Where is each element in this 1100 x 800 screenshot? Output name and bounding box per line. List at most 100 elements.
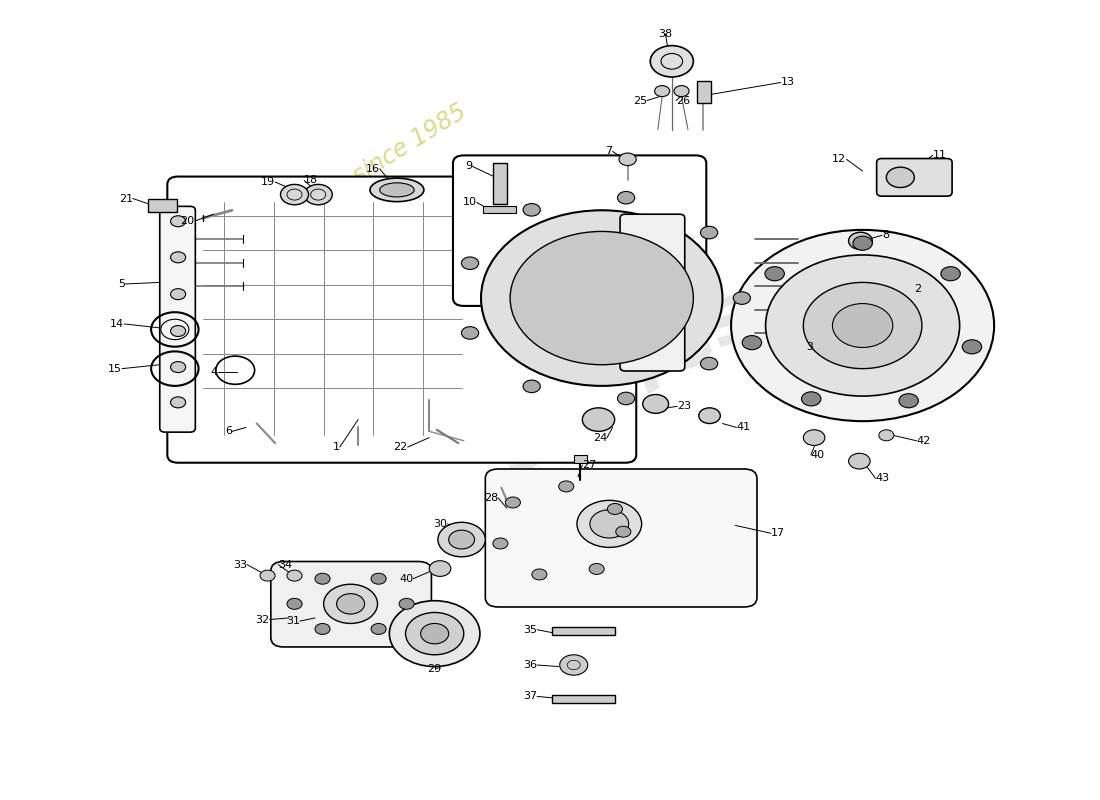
Ellipse shape	[370, 178, 424, 202]
Text: 10: 10	[463, 198, 476, 207]
Circle shape	[764, 266, 784, 281]
Text: 41: 41	[737, 422, 750, 433]
Circle shape	[260, 570, 275, 581]
Circle shape	[962, 340, 981, 354]
Text: 37: 37	[522, 691, 537, 702]
Text: 33: 33	[233, 560, 248, 570]
Circle shape	[650, 46, 693, 77]
Circle shape	[510, 231, 693, 365]
Bar	[552, 627, 615, 635]
Circle shape	[170, 397, 186, 408]
Text: 25: 25	[632, 95, 647, 106]
Circle shape	[315, 574, 330, 584]
Circle shape	[619, 153, 636, 166]
Circle shape	[337, 594, 364, 614]
Text: 27: 27	[582, 460, 596, 470]
Circle shape	[848, 232, 872, 250]
Circle shape	[742, 335, 761, 350]
Text: 31: 31	[286, 616, 300, 626]
Circle shape	[305, 184, 332, 205]
Text: 40: 40	[811, 450, 825, 460]
Circle shape	[833, 303, 893, 347]
Text: 15: 15	[108, 364, 122, 374]
Text: 4: 4	[211, 366, 218, 377]
Text: 17: 17	[771, 528, 785, 538]
Text: 22: 22	[394, 442, 408, 452]
Circle shape	[170, 326, 186, 337]
Circle shape	[852, 236, 872, 250]
Circle shape	[323, 584, 377, 623]
Circle shape	[766, 255, 959, 396]
Text: 20: 20	[180, 216, 195, 226]
Bar	[483, 206, 516, 214]
Text: 38: 38	[658, 29, 672, 39]
Circle shape	[578, 500, 641, 547]
Circle shape	[371, 574, 386, 584]
Bar	[493, 163, 507, 204]
Text: euro: euro	[240, 228, 472, 415]
Text: 29: 29	[428, 664, 442, 674]
Text: 40: 40	[399, 574, 414, 584]
Circle shape	[582, 408, 615, 431]
Text: 42: 42	[916, 436, 931, 446]
Bar	[696, 81, 711, 103]
Circle shape	[674, 86, 689, 97]
Text: 3: 3	[806, 342, 814, 352]
Circle shape	[429, 561, 451, 576]
Circle shape	[449, 530, 474, 549]
Circle shape	[406, 613, 464, 655]
Circle shape	[170, 252, 186, 263]
Circle shape	[590, 563, 604, 574]
FancyBboxPatch shape	[877, 158, 953, 196]
Text: 16: 16	[365, 164, 380, 174]
Text: 8: 8	[882, 230, 889, 240]
Circle shape	[399, 598, 415, 610]
Circle shape	[481, 210, 723, 386]
Text: 11: 11	[933, 150, 947, 160]
Circle shape	[493, 538, 508, 549]
Text: 5: 5	[119, 279, 125, 289]
Circle shape	[315, 623, 330, 634]
FancyBboxPatch shape	[160, 206, 196, 432]
Circle shape	[505, 497, 520, 508]
Circle shape	[287, 570, 303, 581]
Text: 21: 21	[119, 194, 133, 203]
Text: 2: 2	[914, 284, 922, 294]
Circle shape	[698, 408, 720, 423]
Circle shape	[560, 654, 587, 675]
Text: 18: 18	[305, 175, 318, 186]
Text: 12: 12	[833, 154, 847, 164]
Circle shape	[280, 184, 308, 205]
Circle shape	[371, 623, 386, 634]
Circle shape	[524, 203, 540, 216]
Text: Spares: Spares	[483, 276, 768, 492]
Circle shape	[879, 430, 894, 441]
Bar	[574, 455, 586, 462]
Text: 26: 26	[676, 95, 691, 106]
Circle shape	[590, 510, 629, 538]
Circle shape	[287, 598, 303, 610]
Text: 23: 23	[678, 402, 691, 411]
Text: 43: 43	[876, 474, 890, 483]
Text: 34: 34	[278, 560, 293, 570]
Circle shape	[170, 216, 186, 226]
FancyBboxPatch shape	[271, 562, 431, 647]
Text: 9: 9	[465, 162, 472, 171]
Text: 14: 14	[110, 319, 124, 329]
Circle shape	[461, 326, 478, 339]
Text: 13: 13	[781, 78, 794, 87]
Text: 6: 6	[226, 426, 232, 436]
FancyBboxPatch shape	[453, 155, 706, 306]
Text: a passion for parts since 1985: a passion for parts since 1985	[155, 99, 471, 309]
Text: 32: 32	[255, 614, 270, 625]
Circle shape	[803, 282, 922, 369]
Text: 36: 36	[524, 660, 537, 670]
Circle shape	[802, 392, 821, 406]
Circle shape	[607, 503, 623, 514]
Circle shape	[899, 394, 918, 408]
Circle shape	[524, 380, 540, 393]
Circle shape	[642, 394, 669, 414]
Text: 30: 30	[433, 519, 448, 529]
FancyBboxPatch shape	[485, 469, 757, 607]
Circle shape	[531, 569, 547, 580]
